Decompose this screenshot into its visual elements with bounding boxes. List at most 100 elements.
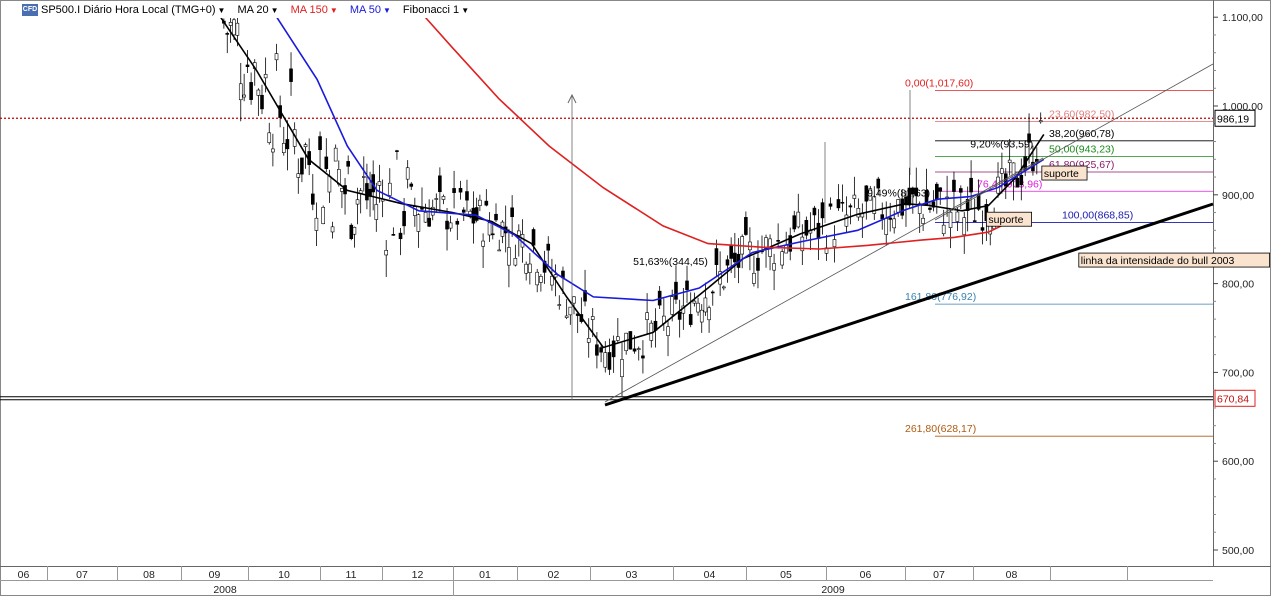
candle-body	[557, 304, 562, 306]
fibonacci-dropdown[interactable]: Fibonacci 1 ▼	[403, 4, 469, 16]
x-month-label: 08	[1006, 569, 1018, 581]
candle-body	[568, 306, 573, 316]
candle-body	[872, 196, 877, 214]
candle-body	[722, 286, 726, 289]
symbol-dropdown[interactable]: SP500.I Diário Hora Local (TMG+0) ▼	[41, 4, 225, 16]
ma150-dropdown[interactable]: MA 150 ▼	[291, 4, 338, 16]
bull-trend-line	[604, 202, 1214, 407]
support-price-label: 670,84	[1217, 393, 1249, 405]
candle-body	[296, 173, 301, 178]
candle-body	[674, 281, 678, 300]
candle-body	[776, 240, 780, 242]
candle-body	[249, 82, 253, 100]
candle-body	[828, 203, 833, 207]
candle-body	[398, 232, 403, 240]
candle-body	[848, 205, 853, 208]
fibonacci-level-label: 261,80(628,17)	[905, 423, 976, 435]
candle-body	[928, 207, 932, 210]
candle-body	[707, 307, 711, 321]
candle-body	[955, 211, 960, 222]
cfd-logo: CFD	[22, 4, 38, 16]
candle-body	[699, 309, 704, 323]
annotation-label: suporte	[988, 214, 1023, 226]
candle-body	[550, 275, 554, 286]
candle-body	[603, 352, 608, 368]
candle-body	[812, 207, 817, 216]
candle-body	[784, 244, 788, 254]
fibonacci-level-label: 50,00(943,23)	[1049, 143, 1114, 155]
candle-body	[938, 187, 943, 192]
candle-body	[271, 148, 275, 153]
candle-body	[800, 236, 805, 252]
candle-body	[931, 201, 936, 208]
candle-body	[310, 193, 315, 205]
candle-body	[725, 259, 730, 266]
candle-body	[510, 207, 514, 218]
moving-average-line	[273, 12, 1045, 302]
chevron-down-icon: ▼	[270, 6, 279, 15]
support-price-box	[1214, 389, 1256, 407]
ma20-label: MA 20	[237, 4, 269, 16]
candle-body	[355, 199, 360, 205]
ma50-label: MA 50	[349, 4, 381, 16]
symbol-label: SP500.I Diário Hora Local (TMG+0)	[41, 4, 216, 16]
ma20-dropdown[interactable]: MA 20 ▼	[237, 4, 278, 16]
candle-body	[391, 234, 396, 236]
candle-body	[692, 300, 697, 304]
candle-body	[1038, 120, 1043, 123]
candle-body	[395, 150, 399, 152]
candle-body	[242, 94, 246, 98]
candle-body	[513, 258, 518, 266]
annotation-label: linha da intensidade do bull 2003	[1081, 255, 1235, 267]
candle-body	[238, 83, 243, 101]
candle-body	[670, 296, 675, 315]
candle-body	[235, 22, 240, 36]
x-month-label: 12	[412, 569, 424, 581]
candle-body	[452, 188, 456, 193]
candle-body	[972, 220, 977, 222]
annotation-box	[986, 211, 1033, 227]
candle-body	[941, 224, 946, 235]
candle-body	[409, 183, 414, 187]
candle-body	[935, 183, 939, 201]
candle-body	[733, 252, 737, 263]
candle-body	[864, 185, 869, 202]
candle-body	[703, 297, 708, 313]
candle-body	[583, 290, 587, 302]
arrow-head-icon	[567, 93, 577, 104]
candle-body	[327, 175, 332, 193]
ma50-dropdown[interactable]: MA 50 ▼	[350, 4, 391, 16]
candle-body	[844, 214, 849, 227]
chevron-down-icon: ▼	[383, 6, 391, 15]
candle-body	[677, 311, 682, 320]
candle-body	[832, 239, 837, 248]
chart-toolbar: CFD SP500.I Diário Hora Local (TMG+0) ▼ M…	[22, 2, 482, 18]
candle-body	[965, 198, 970, 211]
candle-body	[884, 218, 889, 235]
candle-body	[256, 89, 261, 96]
annotation-label: 9,49%(81,63)	[867, 188, 930, 200]
y-tick-label: 600,00	[1222, 456, 1254, 468]
candle-body	[260, 94, 264, 110]
x-month-label: 07	[933, 569, 945, 581]
y-tick-label: 700,00	[1222, 367, 1254, 379]
y-tick-label: 1.100,00	[1222, 12, 1263, 24]
candle-body	[840, 201, 845, 204]
x-month-label: 08	[143, 569, 155, 581]
candle-body	[416, 214, 421, 232]
candle-body	[645, 312, 649, 320]
candle-body	[465, 191, 469, 201]
candle-body	[836, 199, 841, 209]
candle-body	[969, 177, 973, 193]
candle-body	[1027, 133, 1031, 143]
candle-body	[300, 157, 304, 175]
candle-body	[876, 178, 881, 189]
candle-body	[641, 355, 645, 359]
candle-body	[911, 187, 915, 195]
candle-body	[528, 263, 532, 273]
x-year-label: 2008	[213, 584, 237, 596]
x-month-label: 01	[479, 569, 491, 581]
candle-body	[321, 206, 325, 225]
